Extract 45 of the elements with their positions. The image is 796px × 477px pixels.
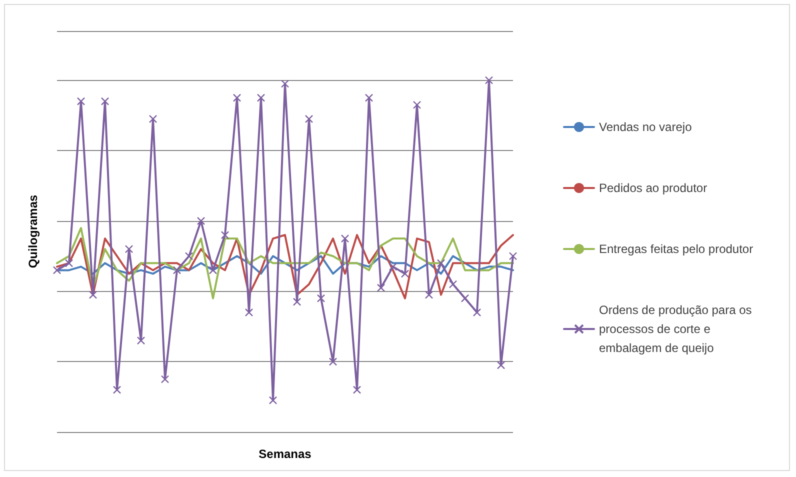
point: [256, 94, 266, 102]
point: [352, 386, 362, 394]
point: [448, 280, 458, 288]
y-axis-title: Quilogramas: [26, 194, 40, 268]
point: [508, 252, 518, 260]
point: [124, 244, 134, 254]
point: [76, 97, 86, 106]
point: [376, 284, 386, 292]
point: [364, 94, 374, 102]
x-axis-title: Semanas: [258, 447, 312, 461]
legend-label: Entregas feitas pelo produtor: [599, 242, 754, 256]
point: [244, 308, 254, 317]
point: [148, 114, 158, 124]
point: [100, 97, 110, 106]
point: [304, 114, 314, 124]
point: [424, 290, 434, 299]
point: [160, 375, 170, 384]
point: [196, 216, 206, 226]
point: [412, 100, 422, 109]
legend-label: Pedidos ao produtor: [599, 181, 708, 195]
point: [436, 259, 446, 268]
point: [52, 266, 62, 274]
point: [316, 294, 326, 302]
point: [340, 234, 350, 243]
point: [280, 80, 290, 88]
point: [292, 298, 302, 306]
legend-label: Ordens de produção para os processos de corte e embalagem de queijo: [599, 303, 756, 355]
point: [388, 262, 398, 271]
point: [400, 270, 410, 278]
point: [220, 230, 230, 240]
legend-label: Vendas no varejo: [599, 120, 692, 134]
point: [172, 266, 182, 274]
point: [112, 386, 122, 394]
point: [472, 308, 482, 317]
point: [184, 252, 194, 260]
point: [484, 76, 494, 84]
point: [460, 294, 470, 302]
point: [64, 259, 74, 268]
point: [88, 290, 98, 299]
point: [232, 94, 242, 102]
point: [268, 396, 278, 404]
point: [328, 358, 338, 366]
point: [496, 361, 506, 370]
point: [208, 266, 218, 274]
point: [136, 336, 146, 345]
